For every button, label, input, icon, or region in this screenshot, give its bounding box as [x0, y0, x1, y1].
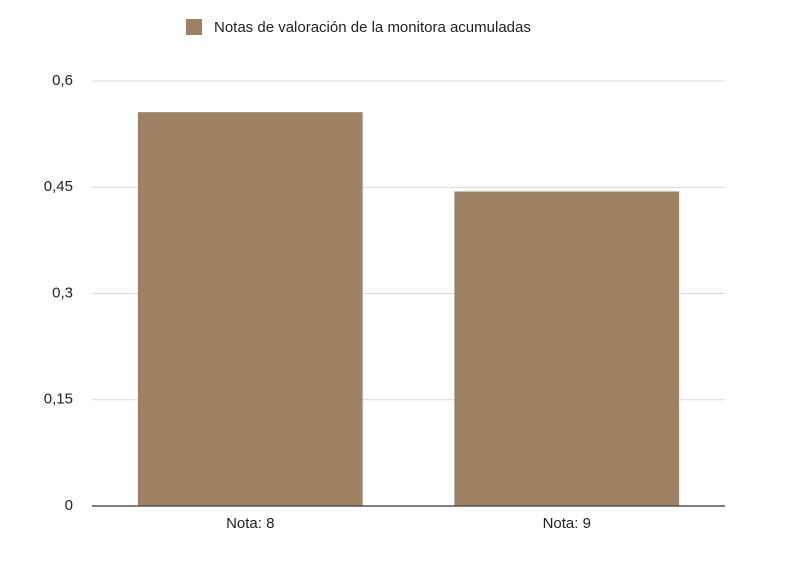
- y-tick-label: 0,45: [44, 178, 73, 195]
- x-tick-label: Nota: 9: [543, 515, 591, 532]
- bar: [454, 191, 680, 506]
- y-tick-label: 0,6: [52, 72, 73, 89]
- legend-swatch: [186, 19, 202, 35]
- y-tick-label: 0,3: [52, 284, 73, 301]
- y-tick-label: 0: [65, 497, 73, 514]
- legend-label: Notas de valoración de la monitora acumu…: [214, 19, 531, 36]
- bar: [137, 112, 363, 507]
- y-tick-label: 0,15: [44, 391, 73, 408]
- x-tick-label: Nota: 8: [226, 515, 274, 532]
